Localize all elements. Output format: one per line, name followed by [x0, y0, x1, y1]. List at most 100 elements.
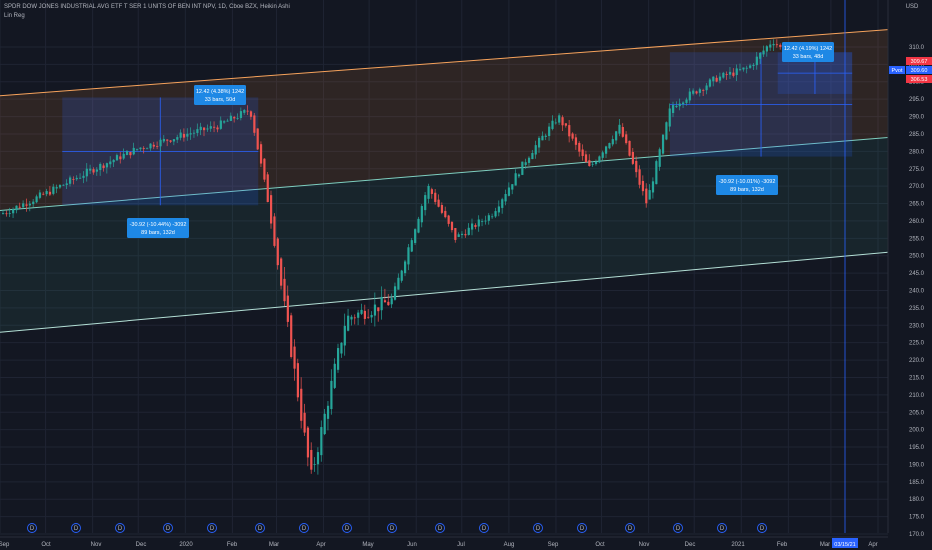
candle-body [196, 129, 199, 133]
dividend-marker[interactable]: D [299, 523, 309, 533]
dividend-marker-text: D [390, 526, 395, 532]
candle-body [2, 213, 5, 214]
pivot-label: Pvot [891, 68, 902, 74]
candle-body [541, 135, 544, 141]
price-tag-bg [906, 57, 932, 65]
candle-body [481, 221, 484, 222]
time-tick-label: Dec [136, 542, 147, 548]
time-tick-label: Jul [457, 542, 465, 548]
candle-body [538, 137, 541, 148]
candle-body [347, 315, 350, 331]
dividend-marker[interactable]: D [71, 523, 81, 533]
candle-body [136, 148, 139, 150]
candle-body [142, 148, 145, 149]
candle-body [387, 301, 390, 306]
candle-body [467, 227, 470, 235]
dividend-marker-text: D [676, 526, 681, 532]
candle-body [708, 79, 712, 87]
candle-body [239, 111, 243, 118]
candle-body [739, 69, 742, 71]
candle-body [343, 325, 346, 346]
candle-body [645, 188, 648, 204]
candle-body [682, 102, 685, 105]
dividend-marker[interactable]: D [757, 523, 767, 533]
dividend-marker[interactable]: D [577, 523, 587, 533]
candle-body [283, 278, 286, 302]
price-tick-label: 245.0 [909, 271, 925, 277]
dividend-marker[interactable]: D [342, 523, 352, 533]
candle-body [12, 209, 15, 214]
dividend-marker-text: D [258, 526, 263, 532]
candle-body [290, 315, 293, 358]
dividend-marker[interactable]: D [435, 523, 445, 533]
candle-body [407, 247, 410, 265]
candle-body [732, 72, 735, 76]
dividend-marker[interactable]: D [27, 523, 37, 533]
candle-body [223, 121, 226, 123]
dividend-marker[interactable]: D [115, 523, 125, 533]
dividend-marker-circle [435, 523, 445, 533]
time-tick-label: Dec [685, 542, 696, 548]
measure-label-3-bg [782, 42, 834, 62]
candle-body [501, 199, 504, 208]
dividend-marker[interactable]: D [163, 523, 173, 533]
dividend-marker[interactable]: D [717, 523, 727, 533]
measure-label-4-bg [716, 175, 778, 195]
measure-label-1: 12.42 (4.38%) 1242 33 bars, 50d [194, 85, 246, 105]
dividend-marker[interactable]: D [533, 523, 543, 533]
candle-body [420, 206, 423, 223]
candle-body [266, 174, 269, 203]
dividend-marker[interactable]: D [387, 523, 397, 533]
measure-label-2-text-1: -30.92 (-10.44%) -3092 [130, 222, 187, 228]
dividend-marker-circle [115, 523, 125, 533]
dividend-marker-text: D [345, 526, 350, 532]
candle-body [698, 89, 701, 93]
candle-body [511, 184, 514, 190]
time-tick-label: 2020 [179, 542, 193, 548]
candle-body [631, 151, 634, 164]
candle-body [702, 90, 705, 91]
candle-body [661, 134, 665, 154]
dividend-marker[interactable]: D [207, 523, 217, 533]
time-tick-label: Nov [639, 542, 650, 548]
dividend-marker-circle [342, 523, 352, 533]
price-tag: 309.67 [906, 57, 932, 65]
candle-body [243, 110, 246, 113]
candle-body [199, 126, 202, 131]
candle-body [189, 133, 192, 135]
pivot-label-bg [889, 66, 905, 74]
candle-body [276, 238, 279, 266]
candle-body [491, 216, 494, 218]
dividend-marker[interactable]: D [255, 523, 265, 533]
candle-body [15, 205, 18, 211]
candle-body [203, 127, 206, 131]
candle-body [404, 261, 407, 274]
candle-body [179, 132, 182, 138]
candle-body [685, 99, 688, 103]
candle-body [132, 147, 135, 155]
candle-body [655, 161, 658, 185]
dividend-marker[interactable]: D [479, 523, 489, 533]
indicator-label[interactable]: Lin Reg [4, 13, 25, 19]
candle-body [765, 46, 768, 52]
candle-body [568, 125, 571, 137]
candle-body [393, 286, 397, 300]
time-tick-label: Aug [504, 542, 515, 548]
candle-body [249, 111, 253, 117]
candle-body [357, 312, 360, 318]
dividend-marker-text: D [482, 526, 487, 532]
candle-body [410, 240, 413, 252]
dividend-marker-circle [299, 523, 309, 533]
candle-body [62, 184, 65, 186]
candle-body [692, 90, 695, 94]
dividend-marker[interactable]: D [673, 523, 683, 533]
price-tag-text: 309.60 [911, 68, 928, 74]
candle-body [504, 193, 507, 202]
candle-body [85, 168, 88, 177]
time-tick-label: Apr [868, 542, 877, 548]
candle-body [735, 68, 738, 76]
candle-body [457, 234, 460, 237]
candle-body [561, 117, 564, 126]
dividend-marker[interactable]: D [625, 523, 635, 533]
